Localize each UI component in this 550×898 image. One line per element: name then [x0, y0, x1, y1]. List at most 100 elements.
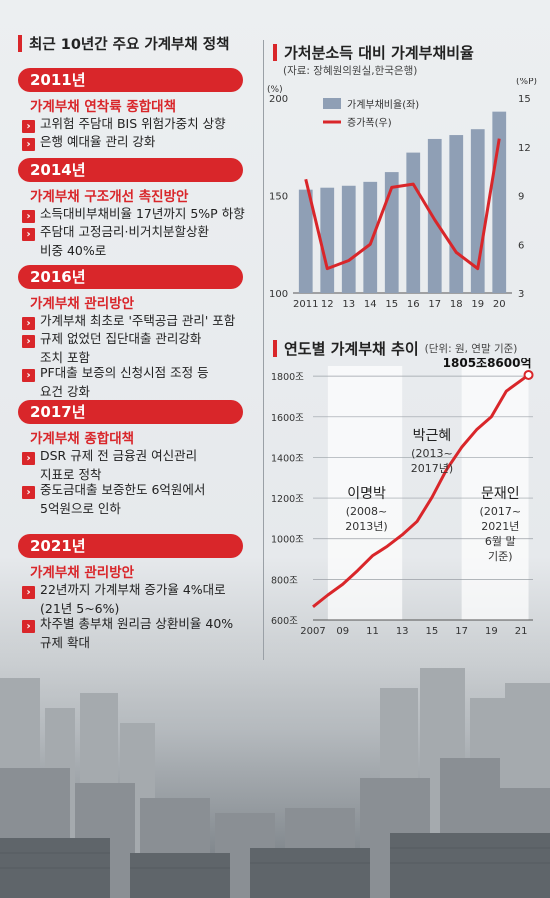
bar-2011	[298, 189, 313, 293]
policy-section-title: 최근 10년간 주요 가계부채 정책	[18, 33, 229, 54]
bar-18	[449, 135, 464, 293]
chart2-title: 연도별 가계부채 추이 (단위: 원, 연말 기준)	[273, 338, 517, 359]
increase-line	[304, 138, 501, 271]
presidency-name: 이명박	[347, 486, 386, 502]
chart1-source: (자료: 장혜원의원실,한국은행)	[283, 65, 418, 77]
peak-label: 1805조8600억	[443, 358, 532, 370]
y-tick-label: 1400조	[271, 453, 304, 464]
right-tick-label: 15	[518, 94, 531, 105]
year-pill-2014: 2014년	[18, 158, 243, 182]
y-tick-label: 600조	[271, 616, 298, 627]
policy-bullet: › DSR 규제 전 금융권 여신관리	[22, 448, 197, 465]
title-accent-bar	[273, 44, 277, 61]
bar-15	[384, 172, 399, 293]
policy-bullet: › 차주별 총부채 원리금 상환비율 40%	[22, 616, 233, 633]
policy-bullet: › 소득대비부채비율 17년까지 5%P 하향	[22, 206, 245, 223]
year-pill-2011: 2011년	[18, 68, 243, 92]
chevron-right-icon: ›	[22, 228, 35, 241]
year-pill-2017: 2017년	[18, 400, 243, 424]
policy-bullet: › 고위험 주담대 BIS 위험가중치 상향	[22, 116, 226, 133]
household-debt-line	[312, 373, 530, 608]
presidency-band-0	[327, 366, 403, 620]
presidency-period: 기준)	[488, 550, 513, 563]
chevron-right-icon: ›	[22, 335, 35, 348]
x-tick-label-20: 20	[493, 299, 506, 310]
x-tick-label-15: 15	[385, 299, 398, 310]
policy-bullet: › 규제 없었던 집단대출 관리강화	[22, 331, 201, 348]
policy-bullet-text: 가계부채 최초로 '주택공급 관리' 포함	[40, 313, 236, 328]
x-tick-label-16: 16	[407, 299, 420, 310]
x-tick-label-17: 17	[455, 626, 468, 637]
x-tick-label-12: 12	[321, 299, 334, 310]
presidency-period: 2013년)	[345, 520, 387, 533]
policy-name: 가계부채 관리방안	[30, 296, 135, 312]
y-tick-label: 1800조	[271, 372, 304, 383]
x-tick-label-15: 15	[426, 626, 439, 637]
policy-bullet-text: 주담대 고정금리·비거치분할상환	[40, 224, 209, 239]
chart2-unit-note: (단위: 원, 연말 기준)	[424, 343, 518, 355]
policy-bullet-text: 22년까지 가계부채 증가율 4%대로	[40, 582, 226, 597]
x-tick-label-13: 13	[396, 626, 409, 637]
policy-bullet-continuation: 조치 포함	[40, 350, 90, 365]
legend-bar-label: 가계부채비율(좌)	[347, 99, 419, 111]
policy-bullet: › 주담대 고정금리·비거치분할상환	[22, 224, 209, 241]
policy-bullet-continuation: 5억원으로 인하	[40, 501, 121, 516]
y-tick-label: 1600조	[271, 413, 304, 424]
bar-12	[320, 187, 335, 293]
column-divider	[263, 40, 264, 660]
policy-bullet-text: PF대출 보증의 신청시점 조정 등	[40, 365, 209, 380]
title-accent-bar	[273, 340, 277, 357]
presidency-name: 문재인	[481, 486, 520, 502]
policy-bullet: › 가계부채 최초로 '주택공급 관리' 포함	[22, 313, 235, 330]
chevron-right-icon: ›	[22, 486, 35, 499]
year-pill-2021: 2021년	[18, 534, 243, 558]
chevron-right-icon: ›	[22, 369, 35, 382]
policy-name: 가계부채 관리방안	[30, 565, 135, 581]
x-tick-label-2011: 2011	[293, 299, 318, 310]
x-tick-label-18: 18	[450, 299, 463, 310]
y-tick-label: 1200조	[271, 494, 304, 505]
x-tick-label-19: 19	[485, 626, 498, 637]
chevron-right-icon: ›	[22, 317, 35, 330]
chevron-right-icon: ›	[22, 138, 35, 151]
policy-bullet-text: 규제 없었던 집단대출 관리강화	[40, 331, 202, 346]
presidency-period: (2013~	[411, 447, 453, 460]
peak-point	[523, 369, 534, 380]
chevron-right-icon: ›	[22, 620, 35, 633]
policy-bullet-text: 소득대비부채비율 17년까지 5%P 하향	[40, 206, 245, 221]
left-tick-label: 200	[269, 94, 288, 105]
city-skyline-background	[0, 638, 550, 898]
x-tick-label-11: 11	[366, 626, 379, 637]
y-tick-label: 1000조	[271, 535, 304, 546]
policy-name: 가계부채 종합대책	[30, 431, 135, 447]
policy-bullet: › 중도금대출 보증한도 6억원에서	[22, 482, 205, 499]
x-tick-label-21: 21	[515, 626, 528, 637]
bar-16	[406, 152, 421, 293]
right-axis-unit: (%P)	[516, 78, 537, 87]
right-tick-label: 3	[518, 289, 524, 300]
policy-title-text: 최근 10년간 주요 가계부채 정책	[29, 37, 230, 53]
legend-bar-swatch	[323, 98, 341, 109]
right-tick-label: 12	[518, 143, 531, 154]
policy-name: 가계부채 구조개선 촉진방안	[30, 189, 189, 205]
year-pill-2016: 2016년	[18, 265, 243, 289]
left-tick-label: 100	[269, 289, 288, 300]
chart2-title-text: 연도별 가계부채 추이	[284, 340, 419, 358]
policy-bullet: › PF대출 보증의 신청시점 조정 등	[22, 365, 209, 382]
policy-bullet-text: DSR 규제 전 금융권 여신관리	[40, 448, 198, 463]
title-accent-bar	[18, 35, 22, 52]
policy-bullet-continuation: 요건 강화	[40, 384, 90, 399]
policy-bullet-continuation: 비중 40%로	[40, 243, 107, 258]
x-tick-label-09: 09	[336, 626, 349, 637]
x-tick-label-14: 14	[364, 299, 377, 310]
bar-13	[341, 185, 356, 293]
x-tick-label-19: 19	[471, 299, 484, 310]
policy-bullet-continuation: 규제 확대	[40, 635, 90, 650]
policy-bullet-text: 중도금대출 보증한도 6억원에서	[40, 482, 206, 497]
chevron-right-icon: ›	[22, 210, 35, 223]
bar-14	[363, 181, 378, 293]
right-tick-label: 6	[518, 240, 524, 251]
x-tick-label-17: 17	[428, 299, 441, 310]
chevron-right-icon: ›	[22, 452, 35, 465]
